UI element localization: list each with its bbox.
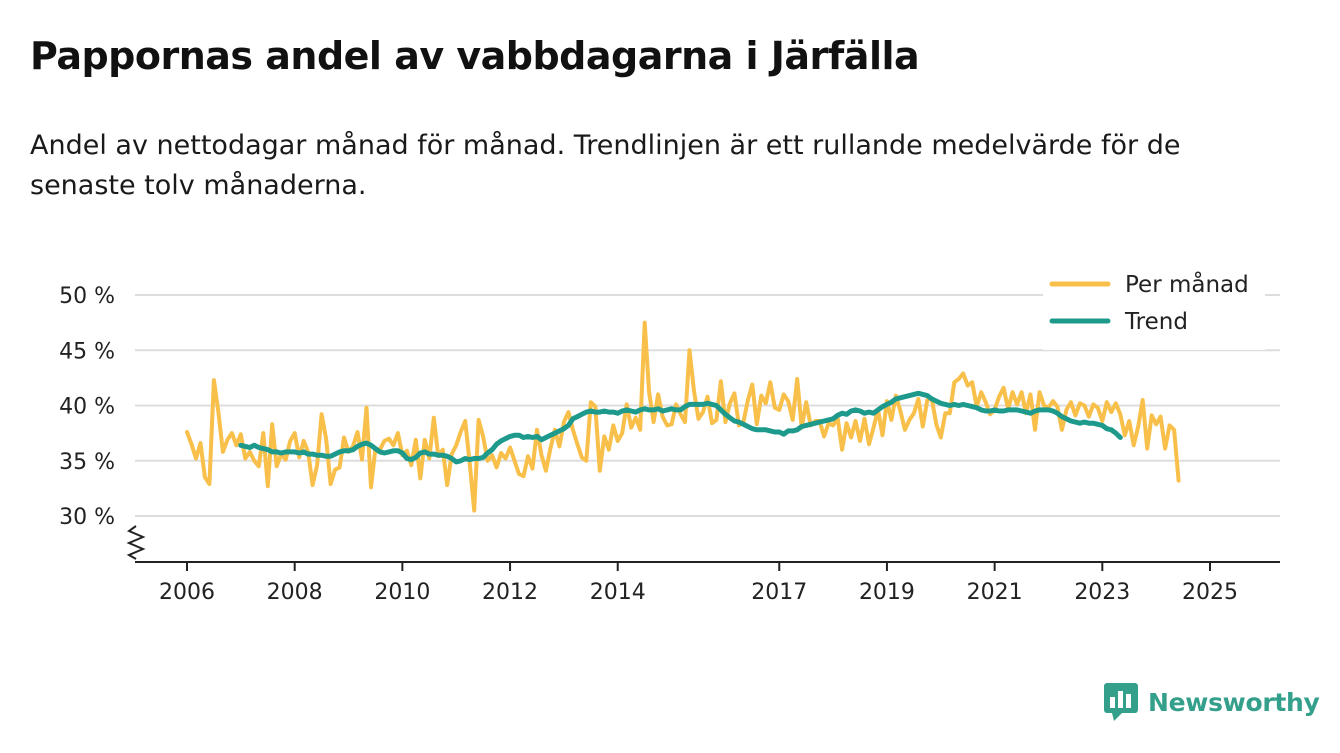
y-tick-label: 45 % bbox=[59, 339, 115, 364]
x-tick-label: 2025 bbox=[1182, 580, 1238, 605]
chart-subtitle: Andel av nettodagar månad för månad. Tre… bbox=[30, 130, 1181, 201]
x-tick-label: 2006 bbox=[159, 580, 215, 605]
x-tick-label: 2008 bbox=[267, 580, 323, 605]
x-tick-label: 2010 bbox=[374, 580, 430, 605]
x-tick-label: 2021 bbox=[967, 580, 1023, 605]
x-tick-label: 2019 bbox=[859, 580, 915, 605]
series-line-trend bbox=[238, 390, 1123, 465]
axes bbox=[126, 525, 1280, 563]
brand[interactable]: Newsworthy bbox=[1104, 683, 1320, 721]
legend-background bbox=[1043, 260, 1265, 350]
y-tick-label: 30 % bbox=[59, 505, 115, 530]
axis-break-icon bbox=[126, 525, 146, 560]
legend-label-trend: Trend bbox=[1124, 309, 1188, 335]
legend: Per månad Trend bbox=[1043, 260, 1265, 350]
x-tick-label: 2012 bbox=[482, 580, 538, 605]
y-axis-ticks: 30 % 35 % 40 % 45 % 50 % bbox=[59, 284, 115, 530]
chart-title: Pappornas andel av vabbdagarna i Järfäll… bbox=[30, 34, 920, 78]
x-tick-label: 2023 bbox=[1074, 580, 1130, 605]
x-tick-label: 2014 bbox=[590, 580, 646, 605]
x-tick-label: 2017 bbox=[751, 580, 807, 605]
y-tick-label: 40 % bbox=[59, 395, 115, 420]
legend-label-monthly: Per månad bbox=[1125, 270, 1249, 298]
brand-name: Newsworthy bbox=[1148, 687, 1320, 717]
newsworthy-logo-icon bbox=[1104, 683, 1138, 721]
x-axis-ticks: 2006 2008 2010 2012 2014 2017 2019 2021 2023 2025 bbox=[159, 562, 1238, 605]
y-tick-label: 50 % bbox=[59, 284, 115, 309]
y-tick-label: 35 % bbox=[59, 450, 115, 475]
series-layer bbox=[185, 320, 1181, 513]
